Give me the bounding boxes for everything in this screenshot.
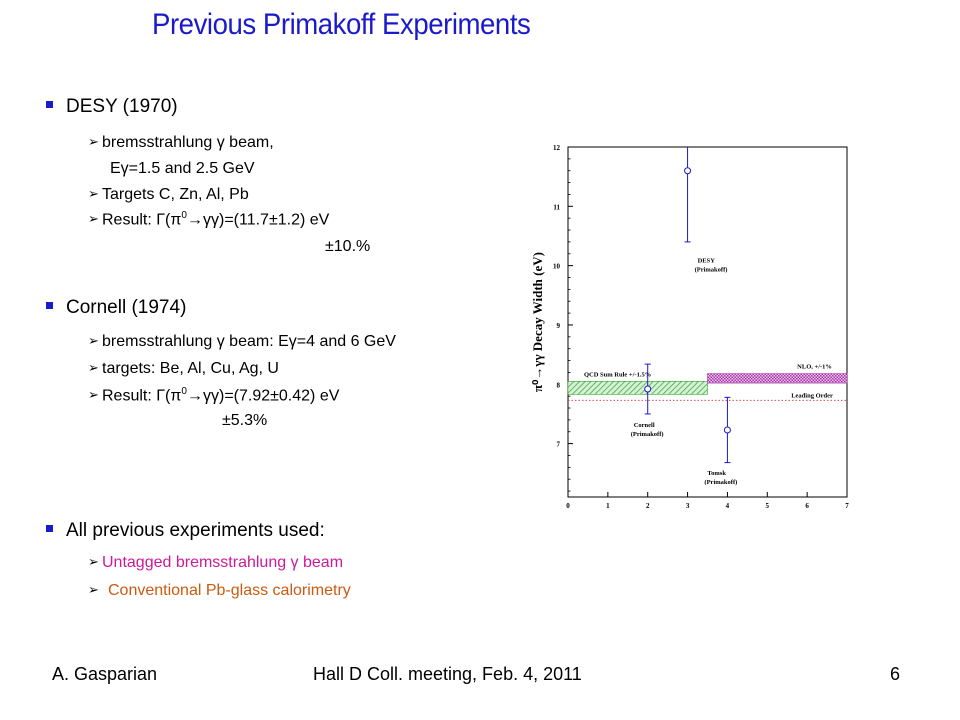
y-tick-label: 12 — [553, 144, 561, 152]
summary-item-calorimetry-text: Conventional Pb-glass calorimetry — [108, 582, 351, 599]
x-tick-label: 2 — [646, 502, 650, 510]
cornell-result-sup: 0 — [181, 386, 187, 397]
leading-order-label: Leading Order — [791, 392, 833, 399]
desy-targets: ➢ Targets C, Zn, Al, Pb — [88, 186, 249, 204]
point-label-method: (Primakoff) — [695, 267, 728, 274]
y-tick-label: 11 — [553, 203, 560, 211]
nlo-band — [707, 373, 848, 384]
desy-result-suffix: →γγ)=(11.7±1.2) eV — [186, 211, 330, 229]
x-tick-label: 7 — [845, 502, 849, 510]
cornell-result: ➢ Result: Γ(π0→γγ)=(7.92±0.42) eV — [88, 386, 339, 405]
y-tick-label: 7 — [557, 441, 561, 449]
cornell-beam: ➢ bremsstrahlung γ beam: Eγ=4 and 6 GeV — [88, 333, 396, 351]
cornell-targets-text: targets: Be, Al, Cu, Ag, U — [102, 360, 279, 377]
point-label: Cornell — [634, 422, 655, 429]
desy-result-error: ±10.% — [325, 238, 371, 255]
x-tick-label: 4 — [726, 502, 730, 510]
x-tick-label: 5 — [766, 502, 770, 510]
y-tick-label: 9 — [557, 322, 561, 330]
x-tick-label: 0 — [566, 502, 570, 510]
arrow-bullet-icon: ➢ — [88, 387, 99, 403]
bullet-square-icon — [46, 302, 53, 309]
cornell-heading-text: Cornell (1974) — [66, 297, 187, 318]
cornell-beam-text: bremsstrahlung γ beam: Eγ=4 and 6 GeV — [102, 333, 396, 350]
x-tick-label: 1 — [606, 502, 610, 510]
arrow-bullet-icon: ➢ — [88, 211, 99, 227]
arrow-bullet-icon: ➢ — [88, 360, 99, 375]
qcd-sum-rule-band — [567, 381, 708, 395]
data-point — [723, 426, 731, 434]
footer-author: A. Gasparian — [52, 664, 158, 684]
footer-page-number: 6 — [890, 664, 901, 684]
y-tick-label: 10 — [553, 263, 561, 271]
desy-beam: ➢ bremsstrahlung γ beam, — [88, 134, 274, 152]
desy-targets-text: Targets C, Zn, Al, Pb — [102, 186, 249, 203]
summary-item-beam: ➢ Untagged bremsstrahlung γ beam — [88, 554, 343, 572]
summary-item-calorimetry: ➢ Conventional Pb-glass calorimetry — [88, 582, 351, 600]
desy-result-prefix: Result: Γ(π — [102, 211, 182, 229]
desy-result-sup: 0 — [181, 210, 187, 221]
x-tick-label: 6 — [805, 502, 809, 510]
desy-result: ➢ Result: Γ(π0→γγ)=(11.7±1.2) eV — [88, 210, 329, 229]
summary-heading: All previous experiments used: — [46, 520, 325, 542]
arrow-bullet-icon: ➢ — [88, 186, 99, 201]
y-tick-label: 8 — [557, 381, 561, 389]
summary-heading-text: All previous experiments used: — [66, 520, 325, 541]
bullet-square-icon — [46, 525, 53, 532]
point-label: Tomsk — [707, 470, 726, 477]
qcd-band-label: QCD Sum Rule +/-1.5% — [584, 371, 651, 378]
point-label: DESY — [698, 258, 716, 265]
point-label-method: (Primakoff) — [631, 431, 664, 438]
cornell-heading: Cornell (1974) — [46, 297, 186, 319]
summary-item-beam-text: Untagged bremsstrahlung γ beam — [102, 554, 344, 571]
slide-title: Previous Primakoff Experiments — [152, 8, 531, 41]
footer-event: Hall D Coll. meeting, Feb. 4, 2011 — [313, 664, 582, 684]
desy-heading-text: DESY (1970) — [66, 96, 178, 117]
data-point — [644, 385, 652, 393]
arrow-bullet-icon: ➢ — [88, 582, 99, 597]
cornell-result-suffix: →γγ)=(7.92±0.42) eV — [186, 387, 340, 405]
arrow-bullet-icon: ➢ — [88, 554, 99, 569]
cornell-result-error: ±5.3% — [222, 412, 268, 429]
x-tick-label: 3 — [686, 502, 690, 510]
desy-heading: DESY (1970) — [46, 96, 178, 118]
plot-frame — [567, 146, 848, 498]
bullet-square-icon — [46, 101, 53, 108]
cornell-targets: ➢ targets: Be, Al, Cu, Ag, U — [88, 360, 279, 378]
nlo-band-label: NLO, +/-1% — [797, 364, 832, 371]
point-label-method: (Primakoff) — [704, 479, 737, 486]
data-point — [684, 167, 692, 175]
cornell-result-prefix: Result: Γ(π — [102, 387, 182, 405]
arrow-bullet-icon: ➢ — [88, 333, 99, 348]
arrow-bullet-icon: ➢ — [88, 134, 99, 149]
y-axis-label: π⁰→γγ Decay Width (eV) — [530, 252, 545, 392]
desy-energy: Eγ=1.5 and 2.5 GeV — [110, 160, 255, 177]
desy-beam-text: bremsstrahlung γ beam, — [102, 134, 274, 151]
